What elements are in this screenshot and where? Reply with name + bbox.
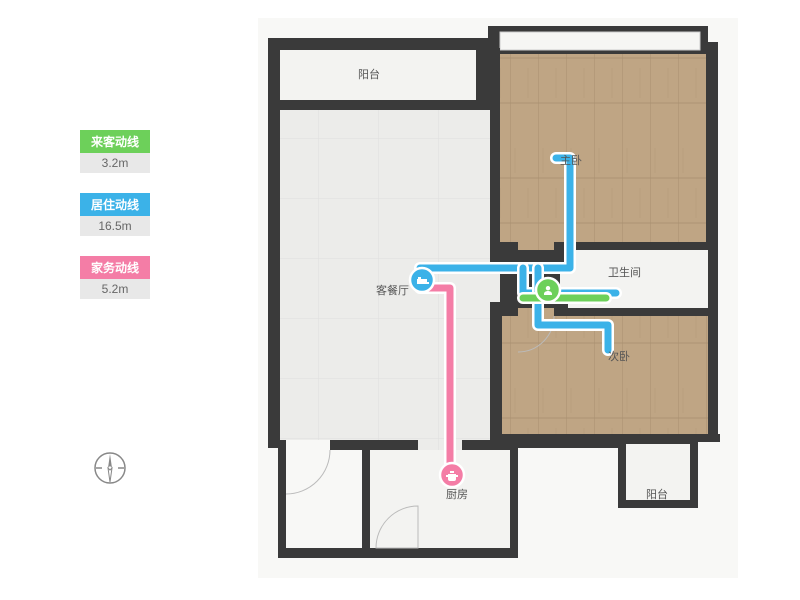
legend-label: 家务动线 — [80, 256, 150, 279]
walls — [268, 26, 720, 558]
legend-value: 16.5m — [80, 216, 150, 236]
room-label-balcony-top: 阳台 — [358, 66, 380, 82]
legend-item-guest: 来客动线 3.2m — [80, 130, 150, 173]
room-label-balcony-bottom: 阳台 — [646, 486, 668, 502]
legend-item-chore: 家务动线 5.2m — [80, 256, 150, 299]
floorplan: 阳台主卧卫生间客餐厅次卧厨房阳台 — [258, 18, 738, 578]
room-label-living-dining: 客餐厅 — [376, 282, 409, 298]
legend-value: 5.2m — [80, 279, 150, 299]
room-label-bathroom: 卫生间 — [608, 264, 641, 280]
legend: 来客动线 3.2m 居住动线 16.5m 家务动线 5.2m — [80, 130, 150, 319]
guest_hub-node — [536, 278, 560, 302]
chore_end-node — [440, 463, 464, 487]
legend-item-living: 居住动线 16.5m — [80, 193, 150, 236]
legend-value: 3.2m — [80, 153, 150, 173]
compass-icon — [92, 450, 128, 486]
legend-label: 来客动线 — [80, 130, 150, 153]
room-label-kitchen: 厨房 — [446, 486, 468, 502]
room-label-second-bedroom: 次卧 — [608, 348, 630, 364]
living_start-node — [410, 268, 434, 292]
room-label-master-bedroom: 主卧 — [560, 152, 582, 168]
legend-label: 居住动线 — [80, 193, 150, 216]
